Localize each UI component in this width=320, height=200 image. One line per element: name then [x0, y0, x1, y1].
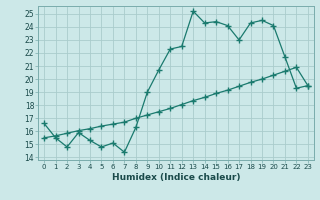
- X-axis label: Humidex (Indice chaleur): Humidex (Indice chaleur): [112, 173, 240, 182]
